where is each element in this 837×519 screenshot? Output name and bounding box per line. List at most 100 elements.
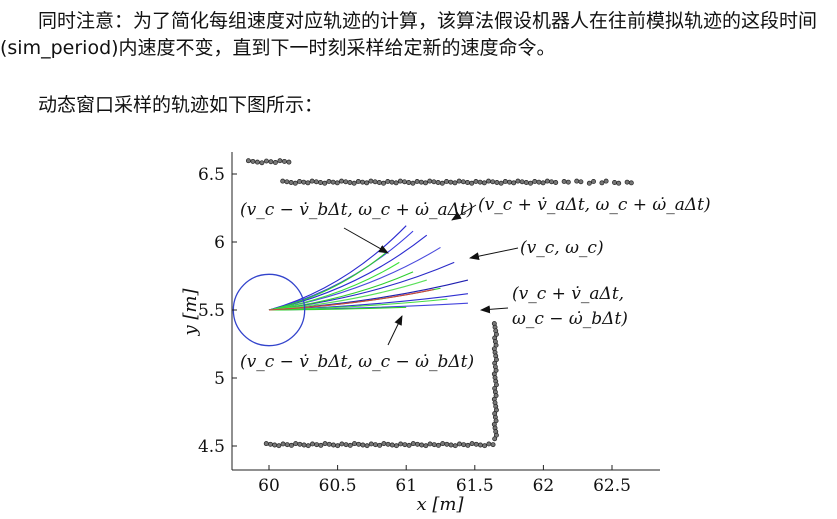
- obstacle-point: [502, 179, 508, 184]
- obstacle-point: [478, 442, 483, 448]
- obstacle-point: [389, 179, 395, 185]
- annotation-arrow: [451, 204, 477, 221]
- obstacle-point: [368, 178, 374, 184]
- annotation-label: (v_c − v̇_bΔt, ω_c + ω̇_aΔt): [240, 200, 473, 220]
- x-tick-label: 62.5: [593, 476, 631, 496]
- obstacle-point: [305, 443, 311, 449]
- obstacle-point: [482, 443, 488, 449]
- obstacle-point: [318, 180, 323, 185]
- obstacle-point: [456, 178, 462, 184]
- sampled-trajectories: [268, 225, 469, 311]
- obstacle-point: [544, 178, 550, 184]
- obstacle-point: [259, 160, 265, 166]
- obstacle-point: [334, 180, 340, 186]
- obstacle-point: [528, 180, 533, 186]
- obstacle-point: [288, 180, 294, 185]
- obstacle-point: [452, 443, 458, 449]
- obstacle-point: [381, 441, 387, 447]
- obstacle-point: [331, 442, 336, 448]
- obstacle-point: [419, 442, 425, 448]
- obstacle-point: [297, 179, 302, 184]
- x-axis-label: x [m]: [417, 494, 465, 515]
- trajectory-line: [268, 252, 386, 311]
- obstacle-point: [519, 179, 525, 185]
- x-ticks: 60 60.5 61 61.5 62 62.5: [258, 465, 631, 496]
- obstacle-point: [397, 178, 403, 184]
- obstacle-point: [289, 442, 294, 448]
- obstacle-point: [293, 441, 299, 447]
- obstacle-point: [540, 180, 546, 186]
- trajectory-line: [268, 225, 407, 311]
- obstacle-point: [347, 180, 353, 185]
- obstacle-point: [469, 441, 475, 447]
- obstacle-point: [250, 158, 256, 164]
- obstacle-point: [301, 179, 307, 185]
- obstacle-point: [461, 442, 467, 448]
- obstacle-point: [427, 178, 433, 184]
- obstacle-point: [473, 441, 479, 447]
- annotation-arrow: [480, 305, 509, 314]
- obstacle-point: [281, 158, 287, 164]
- x-tick-label: 60: [258, 476, 280, 496]
- obstacle-point: [507, 179, 512, 185]
- x-tick-label: 61.5: [456, 476, 494, 496]
- obstacle-point: [245, 158, 251, 164]
- obstacle-point: [511, 180, 517, 186]
- obstacle-point: [326, 179, 332, 184]
- obstacle-point: [284, 442, 290, 448]
- obstacle-point: [272, 442, 278, 448]
- obstacle-point: [322, 180, 328, 186]
- obstacle-point: [515, 178, 521, 184]
- annotation-label: (v_c + v̇_aΔt,: [512, 284, 624, 304]
- obstacle-point: [612, 180, 617, 185]
- obstacle-point: [457, 441, 462, 447]
- trajectory-line: [268, 271, 414, 311]
- obstacle-point: [263, 441, 269, 447]
- obstacle-point: [553, 180, 559, 185]
- trajectory-line: [268, 289, 434, 311]
- obstacle-point: [368, 441, 374, 447]
- paragraph-intro: 同时注意：为了简化每组速度对应轨迹的计算，该算法假设机器人在往前模拟轨迹的这段时…: [0, 10, 818, 59]
- obstacle-point: [465, 180, 470, 185]
- obstacle-point: [343, 179, 349, 185]
- obstacle-point: [415, 441, 420, 447]
- obstacle-point: [268, 159, 274, 165]
- obstacle-point: [532, 179, 538, 184]
- obstacle-point: [343, 442, 349, 448]
- obstacle-point: [440, 441, 446, 447]
- annotation-arrow: [469, 247, 519, 261]
- obstacle-point: [616, 180, 622, 186]
- obstacle-point: [402, 179, 407, 185]
- obstacle-point: [423, 180, 428, 186]
- obstacle-point: [486, 441, 492, 447]
- obstacle-point: [448, 442, 454, 448]
- obstacle-point: [444, 441, 450, 447]
- obstacle-point: [314, 442, 320, 448]
- obstacle-point: [277, 158, 283, 164]
- obstacle-point: [418, 179, 424, 185]
- annotation-label: ω_c − ω̇_bΔt): [512, 309, 628, 329]
- obstacle-point: [436, 442, 441, 448]
- obstacle-point: [536, 179, 542, 185]
- obstacle-point: [549, 179, 554, 185]
- obstacle-point: [280, 441, 286, 447]
- trajectory-line: [268, 279, 427, 311]
- obstacle-point: [431, 179, 437, 185]
- trajectory-line: [268, 306, 407, 311]
- obstacle-point: [381, 180, 386, 186]
- annotation-label: (v_c − v̇_bΔt, ω_c − ω̇_bΔt): [240, 352, 474, 372]
- obstacle-point: [599, 180, 605, 186]
- obstacle-point: [351, 180, 357, 186]
- obstacle-point: [414, 179, 420, 184]
- annotation-arrow: [387, 315, 403, 346]
- obstacle-point: [490, 442, 496, 448]
- obstacle-point: [292, 180, 298, 186]
- obstacle-point: [335, 443, 341, 449]
- obstacle-point: [339, 441, 345, 447]
- obstacle-point: [355, 179, 361, 184]
- obstacle-point: [347, 442, 353, 448]
- obstacle-point: [439, 180, 445, 186]
- obstacle-point: [286, 159, 292, 165]
- obstacle-point: [318, 442, 324, 448]
